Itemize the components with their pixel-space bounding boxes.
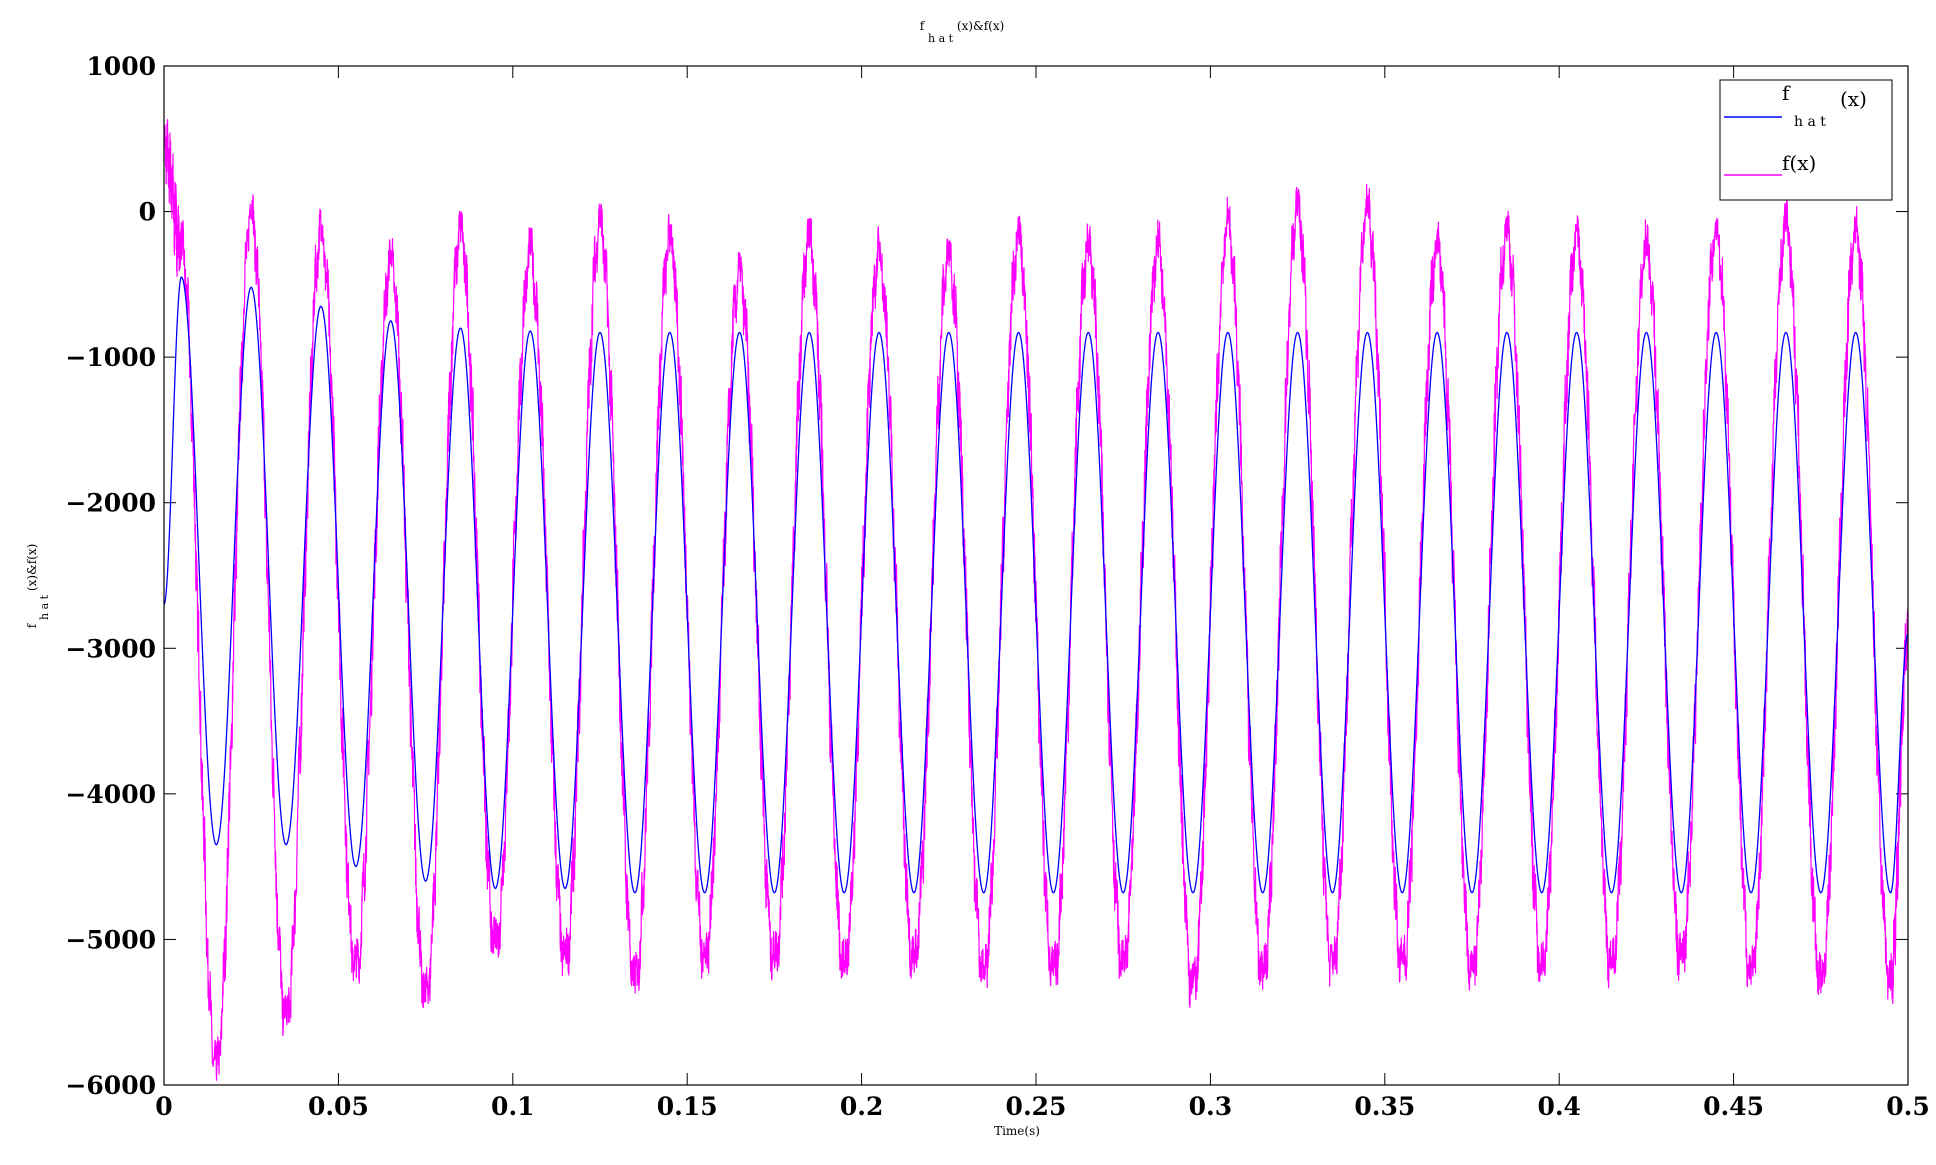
legend-label-fhat-base: f xyxy=(1782,81,1791,105)
chart-title-base: f xyxy=(920,19,926,33)
y-tick-label: −4000 xyxy=(65,780,156,809)
y-tick-label: 1000 xyxy=(86,52,156,81)
y-tick-label: −2000 xyxy=(65,489,156,518)
y-axis-label-rest: (x)&f(x) xyxy=(25,544,39,591)
x-tick-label: 0.35 xyxy=(1354,1092,1415,1121)
x-tick-label: 0 xyxy=(155,1092,172,1121)
x-tick-label: 0.15 xyxy=(657,1092,718,1121)
x-tick-label: 0.25 xyxy=(1006,1092,1067,1121)
y-tick-label: 0 xyxy=(139,198,156,227)
plot-area-frame xyxy=(163,65,1909,1086)
x-axis-ticks: 0 0.05 0.1 0.15 0.2 0.25 0.3 0.35 0.4 0.45 0.5 xyxy=(155,66,1930,1121)
y-axis-label-base: f xyxy=(25,622,39,628)
legend-label-fhat-sub: h a t xyxy=(1794,114,1826,130)
x-tick-label: 0.1 xyxy=(491,1092,535,1121)
legend: f h a t (x) f(x) xyxy=(1719,79,1893,201)
x-tick-label: 0.05 xyxy=(308,1092,369,1121)
y-axis-label-sub: h a t xyxy=(38,594,51,620)
legend-label-fhat-rest: (x) xyxy=(1840,87,1867,111)
x-tick-label: 0.4 xyxy=(1537,1092,1581,1121)
legend-box xyxy=(1719,79,1893,201)
y-tick-label: −3000 xyxy=(65,634,156,663)
chart-title-rest: (x)&f(x) xyxy=(957,19,1004,33)
series-line-fhat xyxy=(163,276,1909,894)
y-tick-label: −5000 xyxy=(65,925,156,954)
chart-title: f h a t (x)&f(x) xyxy=(920,19,1005,45)
chart-title-sub: h a t xyxy=(928,32,954,45)
series-group xyxy=(163,119,1909,1081)
y-tick-label: −6000 xyxy=(65,1071,156,1100)
legend-label-fx: f(x) xyxy=(1782,151,1816,175)
x-tick-label: 0.2 xyxy=(840,1092,884,1121)
x-tick-label: 0.45 xyxy=(1703,1092,1764,1121)
y-axis-label: f h a t (x)&f(x) xyxy=(25,544,51,629)
legend-label-fhat: f h a t (x) xyxy=(1782,81,1867,131)
y-tick-label: −1000 xyxy=(65,343,156,372)
x-tick-label: 0.5 xyxy=(1886,1092,1930,1121)
y-axis-ticks: −6000 −5000 −4000 −3000 −2000 −1000 0 1000 xyxy=(65,52,1908,1100)
x-axis-label: Time(s) xyxy=(994,1124,1040,1138)
x-tick-label: 0.3 xyxy=(1189,1092,1233,1121)
